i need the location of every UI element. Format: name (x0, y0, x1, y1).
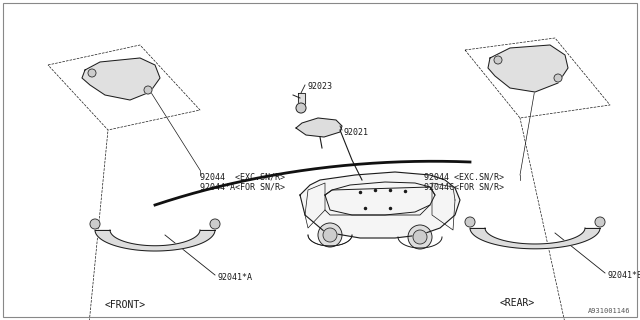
Text: 92041*A: 92041*A (217, 273, 252, 282)
Polygon shape (470, 228, 600, 249)
Polygon shape (82, 58, 160, 100)
Text: 92044*A<FOR SN/R>: 92044*A<FOR SN/R> (200, 183, 285, 192)
Text: 92041*B: 92041*B (607, 271, 640, 280)
Polygon shape (296, 118, 342, 137)
Circle shape (408, 225, 432, 249)
Polygon shape (298, 93, 305, 104)
Text: A931001146: A931001146 (588, 308, 630, 314)
Circle shape (296, 103, 306, 113)
Circle shape (554, 74, 562, 82)
Text: 92021: 92021 (344, 128, 369, 137)
Circle shape (88, 69, 96, 77)
Circle shape (465, 217, 475, 227)
Text: 92023: 92023 (308, 82, 333, 91)
Circle shape (90, 219, 100, 229)
Circle shape (144, 86, 152, 94)
Text: 92044C<FOR SN/R>: 92044C<FOR SN/R> (424, 183, 504, 192)
Circle shape (318, 223, 342, 247)
Text: <REAR>: <REAR> (500, 298, 535, 308)
Text: <FRONT>: <FRONT> (105, 300, 146, 310)
Circle shape (210, 219, 220, 229)
Circle shape (323, 228, 337, 242)
Text: 92044  <EXC.SN/R>: 92044 <EXC.SN/R> (200, 172, 285, 181)
Circle shape (595, 217, 605, 227)
Circle shape (413, 230, 427, 244)
Text: 92044 <EXC.SN/R>: 92044 <EXC.SN/R> (424, 172, 504, 181)
Polygon shape (300, 172, 460, 238)
Polygon shape (488, 45, 568, 92)
Circle shape (494, 56, 502, 64)
Polygon shape (95, 230, 215, 251)
